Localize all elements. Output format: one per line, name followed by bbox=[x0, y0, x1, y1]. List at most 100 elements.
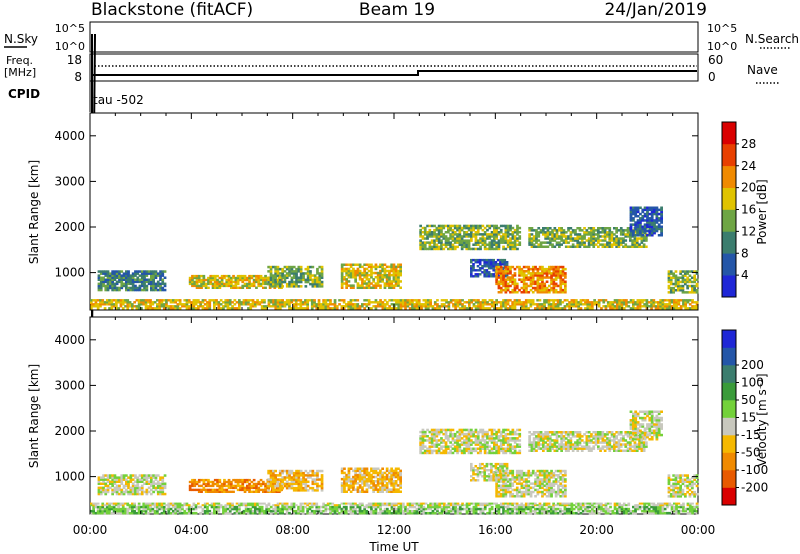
echo-cell bbox=[520, 504, 524, 507]
echo-cell bbox=[545, 280, 549, 283]
echo-cell bbox=[468, 299, 471, 302]
echo-cell bbox=[583, 233, 586, 236]
echo-cell bbox=[504, 502, 508, 505]
echo-cell bbox=[115, 511, 118, 515]
echo-cell bbox=[222, 507, 225, 511]
echo-cell bbox=[374, 504, 378, 507]
echo-cell bbox=[138, 274, 142, 277]
echo-cell bbox=[648, 231, 652, 235]
echo-cell bbox=[156, 299, 159, 302]
echo-cell bbox=[458, 241, 462, 244]
echo-cell bbox=[226, 504, 230, 507]
echo-cell bbox=[241, 286, 245, 289]
echo-cell bbox=[488, 509, 492, 513]
echo-cell bbox=[504, 235, 508, 238]
echo-cell bbox=[278, 285, 282, 288]
echo-cell bbox=[187, 505, 191, 509]
echo-cell bbox=[169, 299, 173, 302]
echo-cell bbox=[657, 303, 660, 306]
echo-cell bbox=[299, 301, 303, 304]
echo-cell bbox=[388, 286, 391, 289]
echo-cell bbox=[520, 272, 524, 275]
echo-cell bbox=[625, 305, 628, 308]
echo-cell bbox=[243, 478, 247, 482]
echo-cell bbox=[105, 511, 109, 515]
echo-cell bbox=[516, 243, 519, 246]
echo-cell bbox=[640, 241, 644, 244]
echo-cell bbox=[429, 507, 432, 511]
echo-cell bbox=[431, 505, 435, 509]
echo-cell bbox=[654, 307, 658, 310]
echo-cell bbox=[109, 272, 112, 275]
echo-cell bbox=[399, 505, 403, 509]
echo-cell bbox=[652, 502, 656, 505]
echo-cell bbox=[691, 280, 694, 284]
echo-cell bbox=[622, 511, 626, 515]
echo-cell bbox=[422, 505, 426, 509]
echo-cell bbox=[554, 265, 558, 269]
echo-cell bbox=[675, 299, 678, 302]
echo-cell bbox=[183, 509, 187, 513]
echo-cell bbox=[617, 245, 621, 248]
echo-cell bbox=[485, 275, 489, 278]
echo-cell bbox=[276, 282, 280, 286]
echo-cell bbox=[610, 239, 614, 242]
echo-cell bbox=[216, 484, 219, 488]
echo-cell bbox=[115, 270, 119, 273]
echo-cell bbox=[127, 286, 130, 290]
echo-cell bbox=[149, 301, 152, 304]
echo-cell bbox=[260, 507, 264, 511]
echo-cell bbox=[111, 474, 114, 477]
echo-cell bbox=[158, 502, 161, 505]
echo-cell bbox=[527, 301, 530, 304]
echo-cell bbox=[504, 307, 508, 310]
echo-cell bbox=[561, 265, 565, 269]
echo-cell bbox=[629, 231, 633, 235]
echo-cell bbox=[306, 267, 310, 271]
echo-cell bbox=[454, 303, 457, 306]
echo-cell bbox=[404, 307, 407, 310]
echo-cell bbox=[120, 278, 124, 281]
echo-cell bbox=[272, 299, 275, 302]
echo-cell bbox=[504, 231, 508, 234]
echo-cell bbox=[561, 282, 565, 286]
echo-cell bbox=[349, 286, 353, 289]
echo-cell bbox=[481, 243, 485, 246]
echo-cell bbox=[668, 504, 672, 507]
echo-cell bbox=[309, 276, 312, 279]
echo-cell bbox=[247, 511, 250, 515]
echo-cell bbox=[201, 507, 205, 511]
echo-cell bbox=[532, 239, 536, 242]
echo-cell bbox=[593, 511, 596, 515]
echo-cell bbox=[397, 265, 400, 269]
echo-cell bbox=[142, 509, 146, 513]
echo-cell bbox=[230, 282, 233, 286]
echo-cell bbox=[601, 227, 605, 230]
echo-cell bbox=[579, 502, 583, 505]
echo-cell bbox=[292, 265, 296, 269]
echo-cell bbox=[367, 303, 371, 306]
echo-cell bbox=[140, 274, 144, 277]
echo-cell bbox=[447, 243, 450, 246]
echo-cell bbox=[397, 511, 401, 515]
echo-cell bbox=[109, 278, 112, 281]
echo-cell bbox=[299, 303, 303, 306]
echo-cell bbox=[695, 291, 699, 294]
echo-cell bbox=[134, 490, 137, 494]
echo-cell bbox=[447, 247, 450, 251]
echo-cell bbox=[636, 223, 640, 226]
echo-cell bbox=[483, 237, 487, 240]
echo-cell bbox=[629, 225, 633, 228]
echo-cell bbox=[145, 286, 149, 290]
echo-cell bbox=[160, 305, 164, 308]
echo-cell bbox=[421, 235, 425, 238]
echo-cell bbox=[522, 507, 526, 511]
echo-cell bbox=[118, 488, 121, 492]
echo-cell bbox=[317, 303, 321, 306]
echo-cell bbox=[397, 284, 400, 287]
echo-cell bbox=[493, 233, 496, 236]
echo-cell bbox=[552, 286, 556, 290]
echo-cell bbox=[363, 507, 366, 511]
echo-cell bbox=[381, 267, 384, 271]
echo-cell bbox=[654, 507, 658, 511]
